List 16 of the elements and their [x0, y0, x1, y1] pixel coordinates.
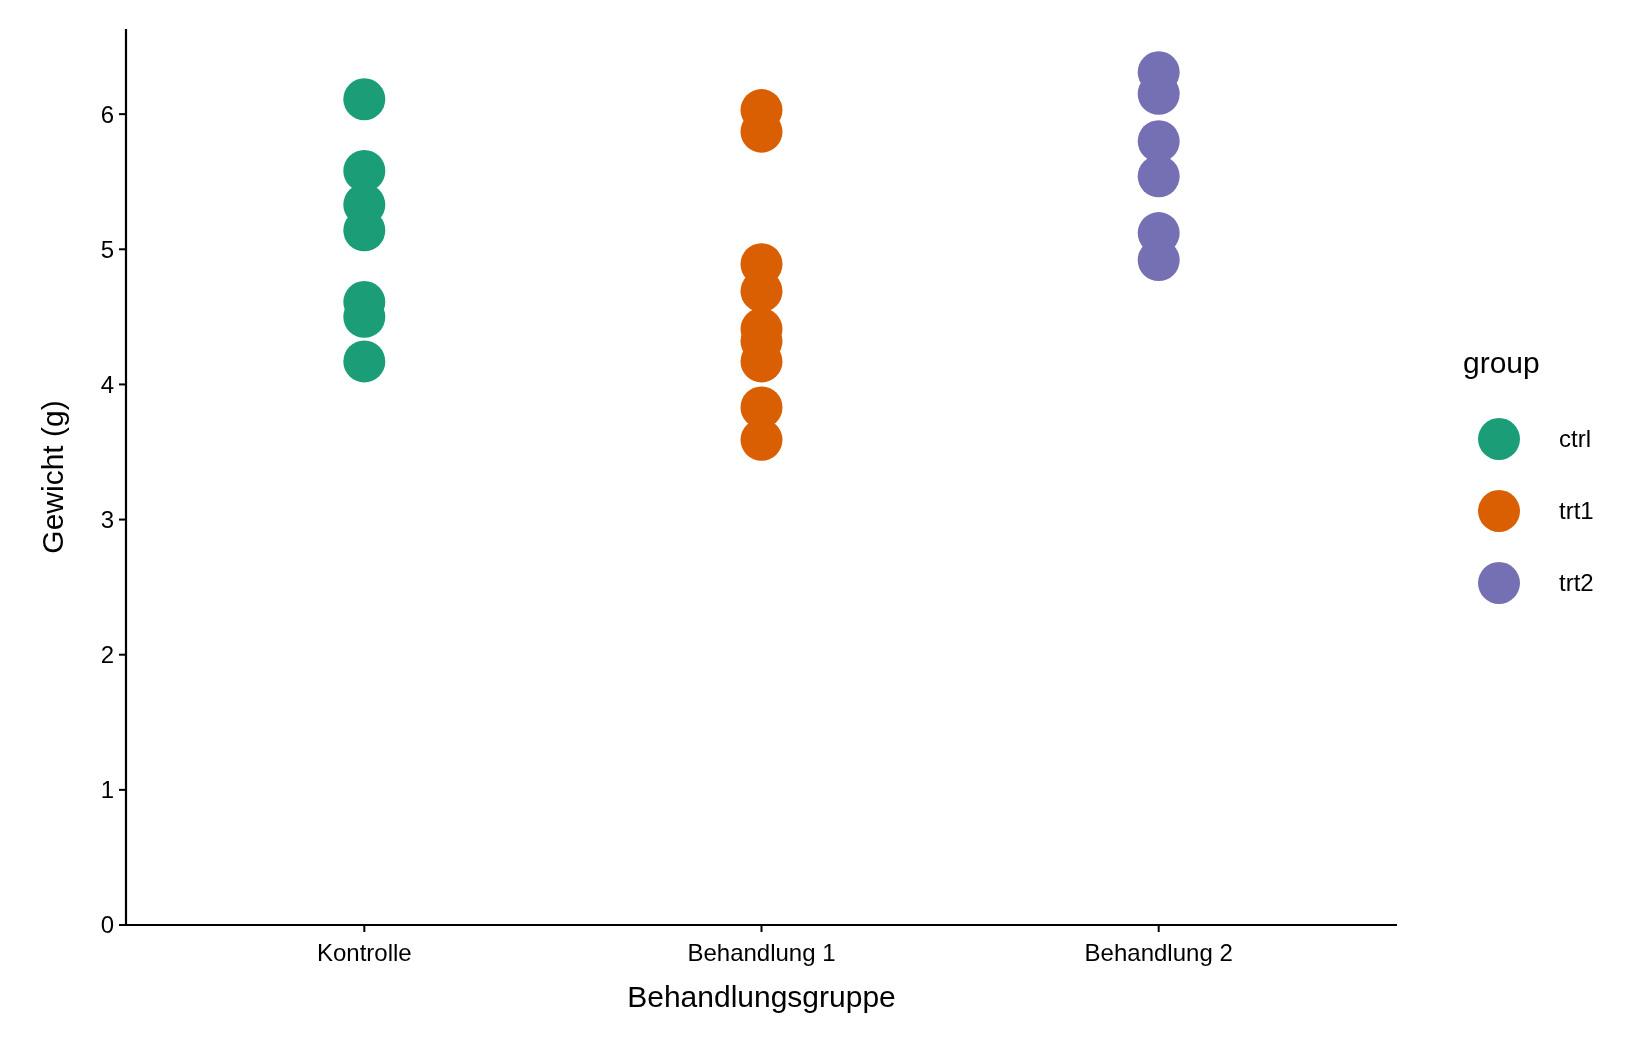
- y-tick-label: 0: [100, 911, 114, 939]
- y-tick-label: 6: [100, 100, 114, 128]
- x-axis-title: Behandlungsgruppe: [627, 980, 896, 1013]
- legend-label: ctrl: [1559, 425, 1591, 453]
- y-axis-title: Gewicht (g): [36, 400, 69, 554]
- y-tick-label: 5: [100, 235, 114, 263]
- x-tick-label: Behandlung 1: [687, 939, 836, 966]
- legend-label: trt1: [1559, 497, 1594, 525]
- x-tick-label: Kontrolle: [316, 939, 412, 966]
- legend-label: trt2: [1559, 569, 1594, 597]
- x-tick-label: Behandlung 2: [1084, 939, 1233, 966]
- y-tick-label: 1: [100, 776, 114, 804]
- y-tick-label: 4: [100, 370, 114, 398]
- legend-title: group: [1463, 346, 1540, 379]
- y-tick-label: 3: [100, 505, 114, 533]
- y-tick-label: 2: [100, 641, 114, 669]
